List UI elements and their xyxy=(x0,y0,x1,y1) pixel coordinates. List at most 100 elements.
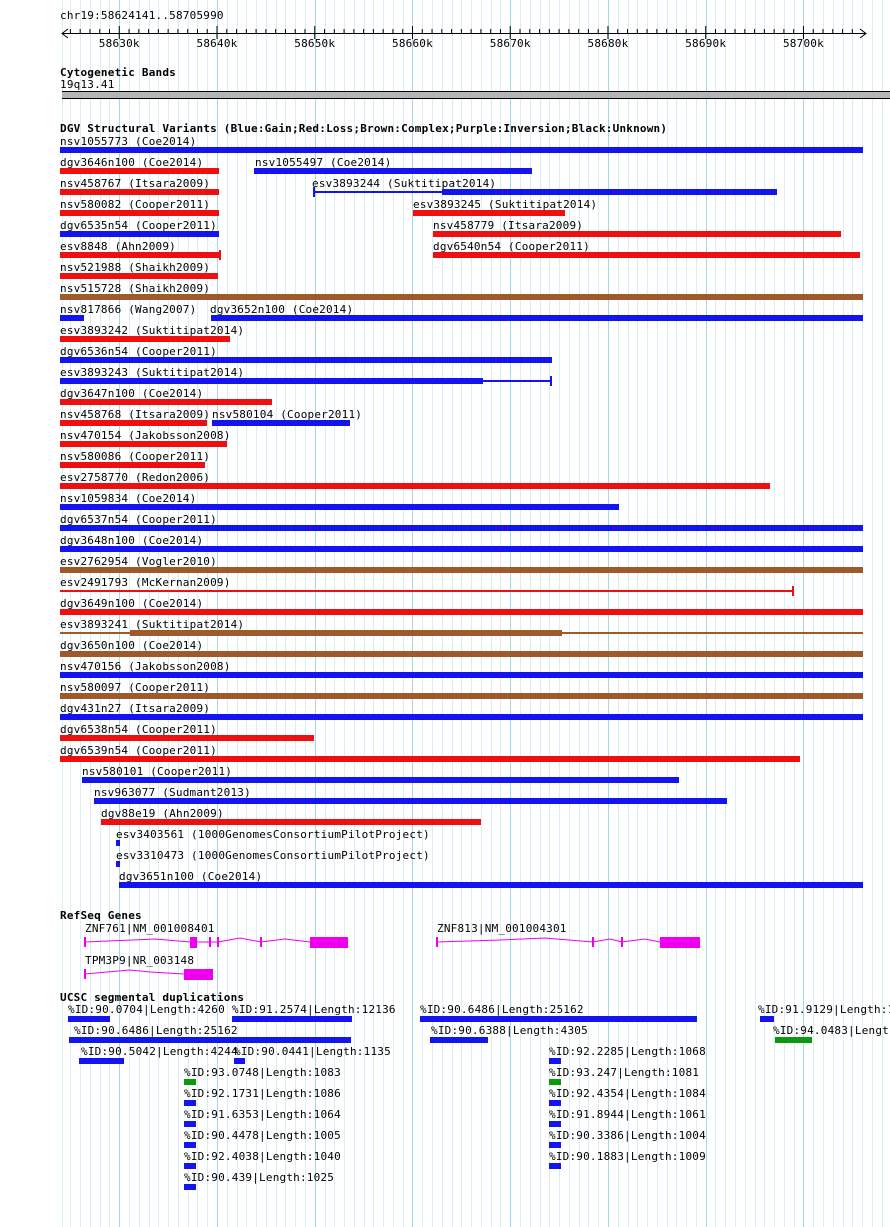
variant-bar[interactable] xyxy=(116,861,120,867)
variant-label[interactable]: nsv521988 (Shaikh2009) xyxy=(60,261,211,274)
gene-label[interactable]: ZNF813|NM_001004301 xyxy=(437,922,567,935)
segdup-label[interactable]: %ID:91.8944|Length:1061 xyxy=(549,1108,706,1121)
variant-bar-endtick[interactable] xyxy=(219,250,221,260)
variant-bar-thin[interactable] xyxy=(60,632,130,634)
segdup-label[interactable]: %ID:90.0441|Length:1135 xyxy=(234,1045,391,1058)
variant-bar[interactable] xyxy=(116,840,120,846)
variant-label[interactable]: nsv470154 (Jakobsson2008) xyxy=(60,429,231,442)
segdup-bar[interactable] xyxy=(549,1121,561,1127)
variant-label[interactable]: esv3893244 (Suktitipat2014) xyxy=(312,177,497,190)
variant-bar[interactable] xyxy=(60,210,219,216)
variant-label[interactable]: dgv3650n100 (Coe2014) xyxy=(60,639,204,652)
segdup-label[interactable]: %ID:92.2285|Length:1068 xyxy=(549,1045,706,1058)
variant-bar[interactable] xyxy=(60,483,770,489)
segdup-bar[interactable] xyxy=(549,1079,561,1085)
variant-bar[interactable] xyxy=(212,420,350,426)
variant-label[interactable]: nsv963077 (Sudmant2013) xyxy=(94,786,251,799)
segdup-label[interactable]: %ID:91.6353|Length:1064 xyxy=(184,1108,341,1121)
segdup-label[interactable]: %ID:93.0748|Length:1083 xyxy=(184,1066,341,1079)
segdup-label[interactable]: %ID:92.1731|Length:1086 xyxy=(184,1087,341,1100)
segdup-label[interactable]: %ID:90.6388|Length:4305 xyxy=(431,1024,588,1037)
variant-bar[interactable] xyxy=(60,147,863,153)
variant-bar[interactable] xyxy=(60,357,552,363)
variant-bar[interactable] xyxy=(82,777,679,783)
variant-label[interactable]: nsv580097 (Cooper2011) xyxy=(60,681,211,694)
variant-bar[interactable] xyxy=(94,798,727,804)
segdup-bar[interactable] xyxy=(549,1142,561,1148)
variant-bar[interactable] xyxy=(60,462,205,468)
variant-bar[interactable] xyxy=(60,273,218,279)
segdup-bar[interactable] xyxy=(775,1037,812,1043)
variant-bar-endtick[interactable] xyxy=(550,376,552,386)
segdup-bar[interactable] xyxy=(184,1079,196,1085)
variant-label[interactable]: esv2491793 (McKernan2009) xyxy=(60,576,231,589)
variant-bar[interactable] xyxy=(60,294,863,300)
variant-bar[interactable] xyxy=(60,672,863,678)
variant-bar[interactable] xyxy=(60,315,84,321)
variant-label[interactable]: esv2762954 (Vogler2010) xyxy=(60,555,217,568)
cytoband-bar[interactable] xyxy=(62,91,890,99)
segdup-bar[interactable] xyxy=(234,1058,245,1064)
gene-structure[interactable] xyxy=(84,937,348,948)
variant-bar[interactable] xyxy=(60,441,227,447)
segdup-label[interactable]: %ID:91.2574|Length:12136 xyxy=(232,1003,396,1016)
variant-bar-endtick[interactable] xyxy=(792,586,794,596)
variant-bar[interactable] xyxy=(60,714,863,720)
variant-label[interactable]: dgv6536n54 (Cooper2011) xyxy=(60,345,217,358)
segdup-label[interactable]: %ID:90.5042|Length:4244 xyxy=(81,1045,238,1058)
variant-label[interactable]: dgv3648n100 (Coe2014) xyxy=(60,534,204,547)
cytoband-label[interactable]: 19q13.41 xyxy=(60,78,115,91)
variant-label[interactable]: nsv580086 (Cooper2011) xyxy=(60,450,211,463)
variant-bar[interactable] xyxy=(60,546,863,552)
segdup-label[interactable]: %ID:90.6486|Length:25162 xyxy=(74,1024,238,1037)
segdup-label[interactable]: %ID:93.247|Length:1081 xyxy=(549,1066,700,1079)
variant-bar[interactable] xyxy=(60,504,619,510)
segdup-bar[interactable] xyxy=(549,1100,561,1106)
gene-label[interactable]: TPM3P9|NR_003148 xyxy=(85,954,195,967)
segdup-label[interactable]: %ID:91.9129|Length:128 xyxy=(758,1003,890,1016)
variant-label[interactable]: dgv6535n54 (Cooper2011) xyxy=(60,219,217,232)
variant-label[interactable]: nsv817866 (Wang2007) xyxy=(60,303,197,316)
variant-label[interactable]: nsv515728 (Shaikh2009) xyxy=(60,282,211,295)
variant-bar[interactable] xyxy=(60,231,219,237)
segdup-bar[interactable] xyxy=(184,1184,196,1190)
segdup-label[interactable]: %ID:92.4354|Length:1084 xyxy=(549,1087,706,1100)
segdup-label[interactable]: %ID:92.4038|Length:1040 xyxy=(184,1150,341,1163)
variant-bar[interactable] xyxy=(60,399,272,405)
segdup-label[interactable]: %ID:94.0483|Length:3 xyxy=(773,1024,890,1037)
variant-bar[interactable] xyxy=(60,609,863,615)
segdup-bar[interactable] xyxy=(549,1163,561,1169)
variant-bar[interactable] xyxy=(433,252,860,258)
variant-label[interactable]: esv3403561 (1000GenomesConsortiumPilotPr… xyxy=(116,828,430,841)
variant-label[interactable]: esv3893241 (Suktitipat2014) xyxy=(60,618,245,631)
variant-bar[interactable] xyxy=(413,210,565,216)
variant-label[interactable]: dgv6540n54 (Cooper2011) xyxy=(433,240,590,253)
variant-label[interactable]: nsv580104 (Cooper2011) xyxy=(212,408,363,421)
variant-label[interactable]: dgv3646n100 (Coe2014) xyxy=(60,156,204,169)
variant-label[interactable]: nsv580101 (Cooper2011) xyxy=(82,765,233,778)
variant-label[interactable]: nsv470156 (Jakobsson2008) xyxy=(60,660,231,673)
variant-bar-thin[interactable] xyxy=(60,590,794,592)
variant-label[interactable]: dgv3651n100 (Coe2014) xyxy=(119,870,263,883)
variant-label[interactable]: dgv3652n100 (Coe2014) xyxy=(210,303,354,316)
variant-label[interactable]: esv8848 (Ahn2009) xyxy=(60,240,176,253)
variant-label[interactable]: nsv458767 (Itsara2009) xyxy=(60,177,211,190)
variant-label[interactable]: dgv6539n54 (Cooper2011) xyxy=(60,744,217,757)
segdup-bar[interactable] xyxy=(184,1121,196,1127)
segdup-label[interactable]: %ID:90.1883|Length:1009 xyxy=(549,1150,706,1163)
variant-bar[interactable] xyxy=(119,882,863,888)
variant-label[interactable]: nsv1055773 (Coe2014) xyxy=(60,135,197,148)
variant-bar-thin[interactable] xyxy=(313,191,442,193)
variant-bar[interactable] xyxy=(254,168,532,174)
variant-bar[interactable] xyxy=(130,630,562,636)
variant-bar[interactable] xyxy=(60,525,863,531)
variant-bar[interactable] xyxy=(60,252,219,258)
variant-bar[interactable] xyxy=(60,378,483,384)
variant-label[interactable]: dgv88e19 (Ahn2009) xyxy=(101,807,224,820)
segdup-label[interactable]: %ID:90.6486|Length:25162 xyxy=(420,1003,584,1016)
variant-bar[interactable] xyxy=(442,189,777,195)
gene-label[interactable]: ZNF761|NM_001008401 xyxy=(85,922,215,935)
variant-label[interactable]: esv3893242 (Suktitipat2014) xyxy=(60,324,245,337)
variant-bar[interactable] xyxy=(60,567,863,573)
segdup-bar[interactable] xyxy=(79,1058,124,1064)
